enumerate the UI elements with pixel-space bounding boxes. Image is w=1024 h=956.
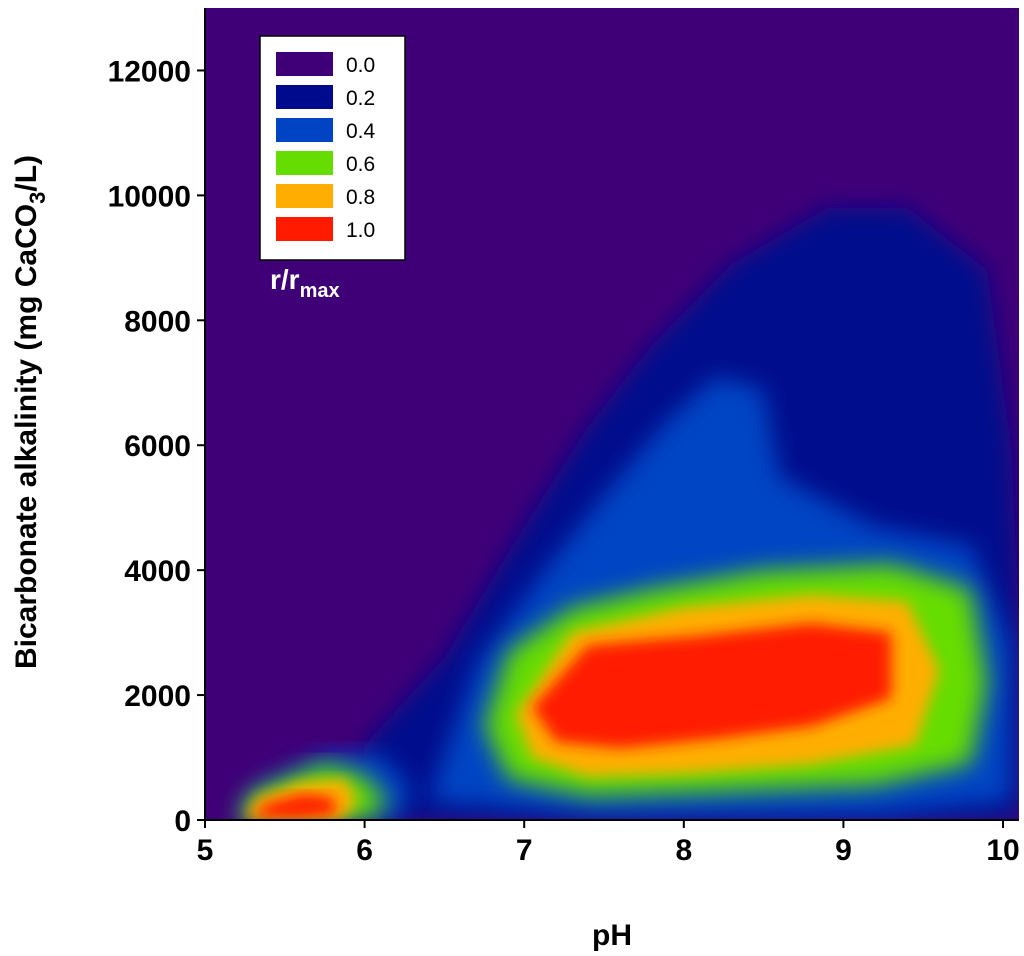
contour-region-1-8	[252, 793, 338, 819]
x-tick-label: 7	[516, 834, 533, 867]
legend-swatch	[276, 85, 333, 109]
legend-swatch	[276, 217, 333, 241]
legend-label: 0.6	[346, 153, 375, 176]
contour-region-1-7	[532, 623, 892, 749]
x-tick-label: 8	[675, 834, 692, 867]
contour-regions	[236, 207, 1019, 820]
y-tick-label: 4000	[124, 555, 191, 588]
legend-label: 0.4	[346, 120, 376, 143]
x-tick-label: 9	[835, 834, 852, 867]
legend-label: 0.2	[346, 87, 375, 110]
colorbar-title: r/rmax	[270, 264, 340, 302]
y-tick-label: 6000	[124, 430, 191, 463]
x-axis-title: pH	[592, 919, 632, 952]
y-tick-label: 2000	[124, 680, 191, 713]
legend-swatch	[276, 118, 333, 142]
legend-label: 1.0	[346, 219, 375, 242]
y-tick-label: 10000	[108, 180, 191, 213]
legend-swatch	[276, 151, 333, 175]
y-tick-label: 12000	[108, 55, 191, 88]
legend-label: 0.0	[346, 54, 375, 77]
y-axis-title: Bicarbonate alkalinity (mg CaCO3/L)	[10, 155, 50, 669]
y-tick-label: 0	[174, 805, 191, 838]
x-tick-label: 5	[197, 834, 214, 867]
x-tick-label: 6	[356, 834, 373, 867]
legend-swatch	[276, 184, 333, 208]
legend: 0.0 0.2 0.4 0.6 0.8 1.0	[259, 35, 406, 261]
y-tick-label: 8000	[124, 305, 191, 338]
x-axis: 5 6 7 8 9 10	[197, 819, 1020, 867]
x-tick-label: 10	[986, 834, 1019, 867]
y-axis: 0 2000 4000 6000 8000 10000 12000	[108, 8, 206, 838]
legend-label: 0.8	[346, 186, 375, 209]
legend-swatch	[276, 52, 333, 76]
